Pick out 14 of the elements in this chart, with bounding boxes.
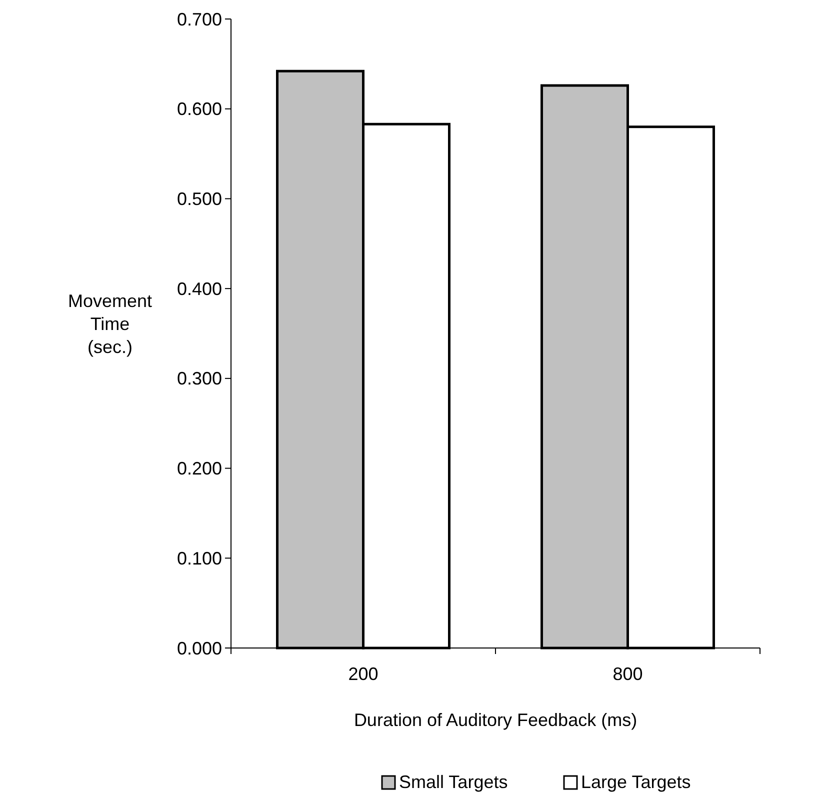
y-tick-label: 0.000 <box>176 638 222 658</box>
y-tick-label: 0.300 <box>176 368 222 389</box>
legend-label: Small Targets <box>399 772 508 792</box>
x-axis-title: Duration of Auditory Feedback (ms) <box>354 710 638 730</box>
y-tick-label: 0.500 <box>176 189 222 210</box>
x-tick-label: 800 <box>612 664 643 684</box>
x-tick-label: 200 <box>348 664 378 684</box>
y-axis-title: Movement Time (sec.) <box>68 291 152 357</box>
y-tick-label: 0.100 <box>176 548 222 568</box>
y-tick-label: 0.700 <box>176 9 222 30</box>
legend-label: Large Targets <box>581 772 691 792</box>
y-tick-label: 0.400 <box>176 278 222 299</box>
y-tick-label: 0.600 <box>176 99 222 120</box>
y-tick-label: 0.200 <box>176 458 222 479</box>
